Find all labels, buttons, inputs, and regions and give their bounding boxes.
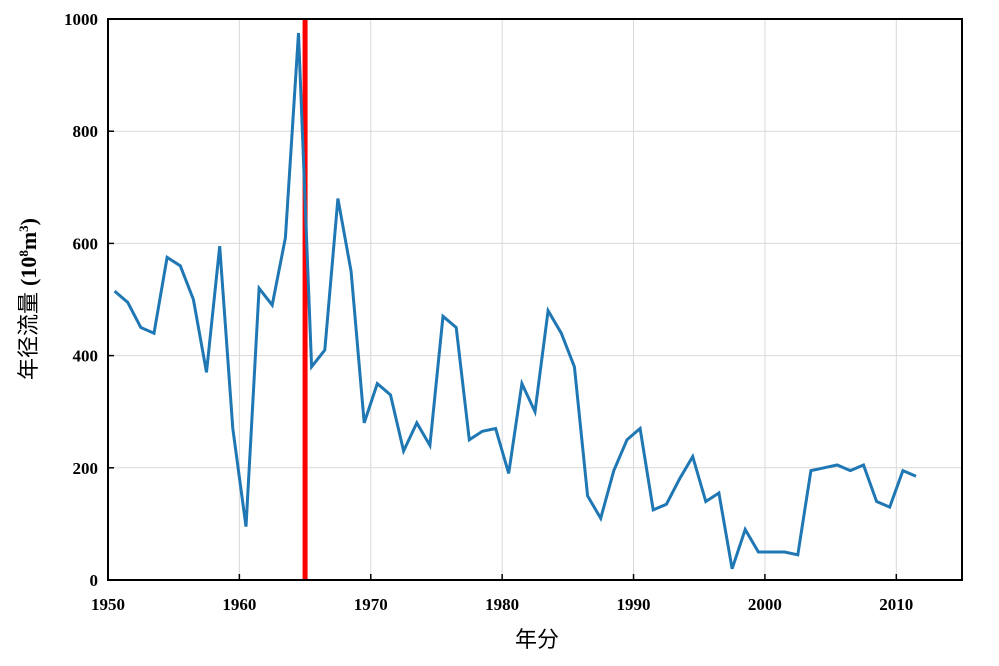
y-axis-title-exp1: 8 xyxy=(16,250,31,257)
x-tick-label: 1950 xyxy=(91,595,125,614)
y-tick-label: 1000 xyxy=(64,10,98,29)
gridlines xyxy=(107,18,962,581)
x-tick-label: 1960 xyxy=(222,595,256,614)
y-tick-label: 0 xyxy=(90,571,99,590)
y-axis-title-unit-close: ) xyxy=(16,218,41,225)
series-line xyxy=(113,32,917,570)
plot-frame xyxy=(107,18,963,581)
axis-ticks: 1950 1960 1970 1980 1990 2000 2010 0 200 400 600 80… xyxy=(64,10,913,614)
x-tick-label: 1990 xyxy=(617,595,651,614)
y-tick-label: 200 xyxy=(73,459,99,478)
y-tick-label: 800 xyxy=(73,122,99,141)
series-layer xyxy=(113,32,917,570)
y-axis-title-unit-m: m xyxy=(16,232,41,250)
y-axis-title-main: 年径流量 xyxy=(17,292,42,380)
x-tick-label: 1980 xyxy=(485,595,519,614)
y-axis-title: 年径流量 (108m3) xyxy=(16,218,42,380)
x-tick-label: 1970 xyxy=(354,595,388,614)
x-tick-label: 2010 xyxy=(879,595,913,614)
y-tick-label: 400 xyxy=(73,347,99,366)
x-axis-title: 年分 xyxy=(515,628,559,653)
y-axis-title-exp2: 3 xyxy=(16,225,31,232)
y-axis-title-unit-open: (10 xyxy=(16,257,41,286)
y-tick-label: 600 xyxy=(73,234,99,253)
x-tick-label: 2000 xyxy=(748,595,782,614)
